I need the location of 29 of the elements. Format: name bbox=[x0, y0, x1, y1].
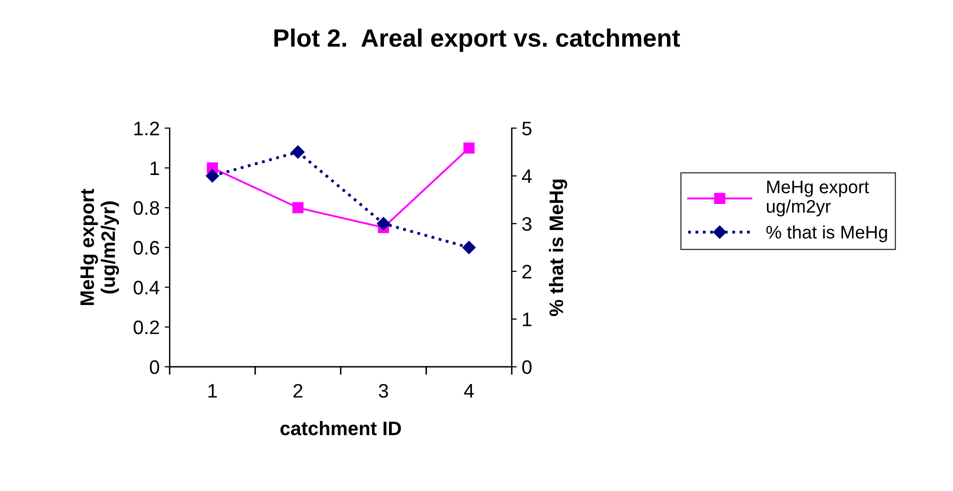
y2-tick-label: 5 bbox=[522, 122, 532, 136]
y2-tick-label: 3 bbox=[522, 217, 532, 231]
point bbox=[376, 217, 390, 230]
x-tick-label: 2 bbox=[294, 384, 302, 398]
y2-tick-label: 0 bbox=[522, 360, 532, 374]
point bbox=[292, 202, 304, 214]
y2-tick-label: 1 bbox=[522, 312, 532, 326]
y2-tick-label: 2 bbox=[522, 264, 532, 278]
point bbox=[291, 145, 305, 159]
point bbox=[206, 169, 219, 182]
y-tick-label: 0.6 bbox=[134, 240, 160, 255]
x-tick-label: 4 bbox=[464, 384, 474, 398]
y-tick-label: 0 bbox=[150, 360, 160, 374]
y-tick-label: 1 bbox=[150, 162, 159, 175]
x-tick-label: 3 bbox=[378, 384, 388, 398]
y-tick-label: 0.8 bbox=[134, 201, 160, 215]
x-axis-title: catchment ID bbox=[280, 421, 401, 436]
y2-tick-label: 4 bbox=[522, 170, 532, 183]
legend-label: % that is MeHg bbox=[766, 225, 888, 242]
x-tick-label: 1 bbox=[208, 384, 217, 398]
point bbox=[463, 142, 475, 154]
y-tick-label: 0.2 bbox=[134, 320, 159, 334]
y2-axis-title: % that is MeHg bbox=[548, 180, 568, 316]
y-tick-label: 0.4 bbox=[134, 280, 160, 294]
y-tick-label: 1.2 bbox=[134, 122, 159, 136]
chart-title: Plot 2. Areal export vs. catchment bbox=[274, 28, 680, 52]
legend-label: MeHg export ug/m2yr bbox=[766, 180, 869, 216]
y-axis-title: MeHg export (ug/m2/yr) bbox=[80, 188, 119, 306]
point bbox=[462, 240, 476, 254]
